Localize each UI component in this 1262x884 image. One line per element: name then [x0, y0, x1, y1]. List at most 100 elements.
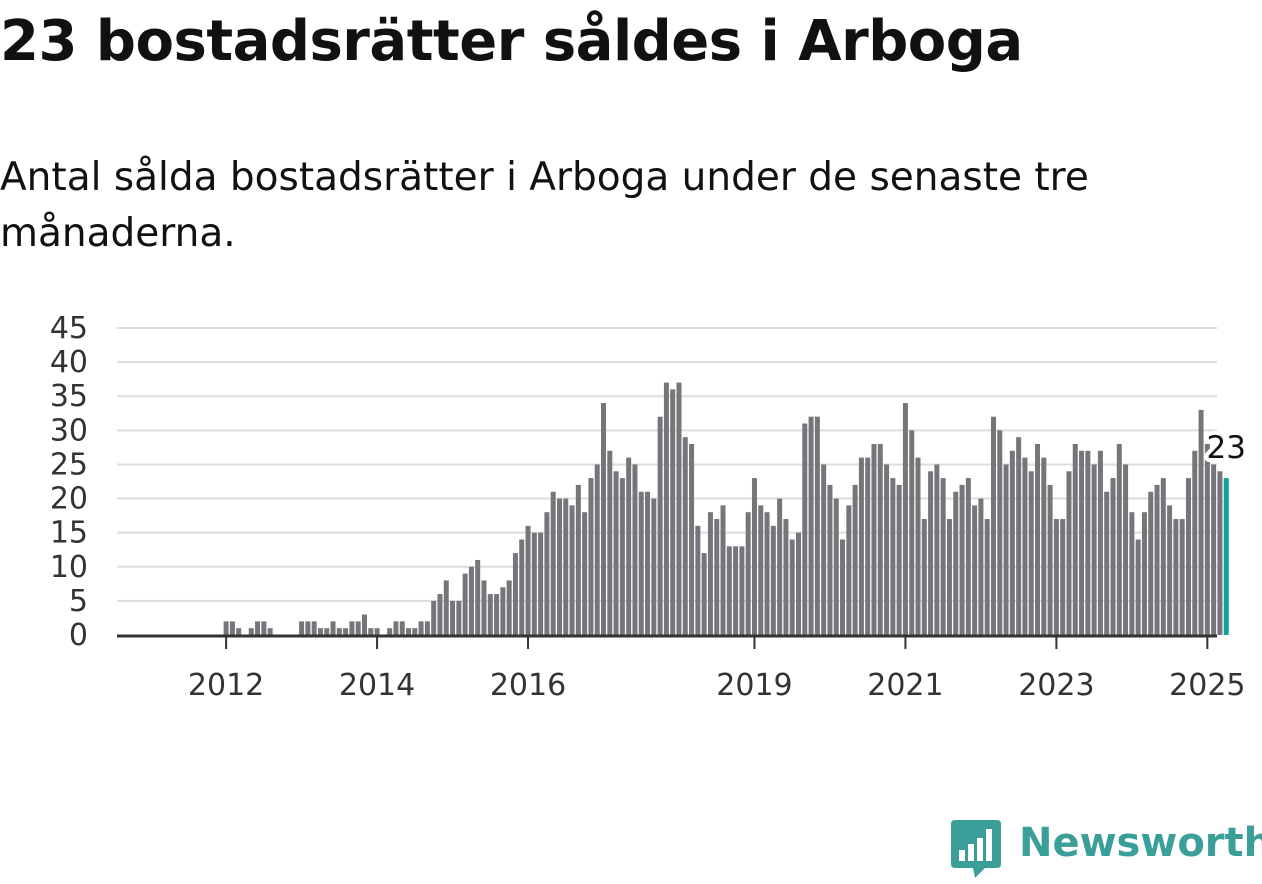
y-tick-label: 10	[50, 550, 88, 585]
bar	[487, 594, 493, 635]
bar	[946, 519, 952, 635]
bar	[626, 457, 632, 635]
y-tick-label: 15	[50, 516, 88, 551]
bar	[764, 512, 770, 635]
bar	[821, 464, 827, 635]
bar	[720, 505, 726, 635]
bar	[884, 464, 890, 635]
bar	[1148, 491, 1154, 635]
bar	[500, 587, 506, 635]
y-tick-label: 5	[69, 584, 88, 619]
bar	[443, 580, 449, 635]
bar	[959, 484, 965, 635]
bar	[1047, 484, 1053, 635]
bar	[1141, 512, 1147, 635]
bar	[890, 478, 896, 635]
y-tick-label: 0	[69, 618, 88, 653]
bar	[569, 505, 575, 635]
bar	[739, 546, 745, 635]
bar	[1204, 443, 1210, 635]
bar	[311, 621, 317, 635]
bar-highlighted	[1223, 478, 1229, 635]
bar	[399, 621, 405, 635]
bar	[267, 628, 273, 635]
bar	[1072, 443, 1078, 635]
bar	[1217, 471, 1223, 635]
bar	[789, 539, 795, 635]
bar	[827, 484, 833, 635]
bar	[940, 478, 946, 635]
bar	[953, 491, 959, 635]
bar	[538, 532, 544, 635]
bar	[796, 532, 801, 635]
y-tick-label: 20	[50, 482, 88, 517]
bar	[1091, 464, 1097, 635]
bar	[387, 628, 393, 635]
bar	[462, 573, 468, 635]
bar	[1028, 471, 1034, 635]
bar	[921, 519, 927, 635]
bar-chart-speech-bubble-icon	[951, 820, 1001, 878]
bar	[751, 478, 757, 635]
bar	[1079, 450, 1085, 635]
bar	[808, 416, 814, 635]
bar	[506, 580, 512, 635]
bar	[777, 498, 783, 635]
value-annotations: 23	[1202, 426, 1249, 470]
bar	[261, 621, 267, 635]
bar	[525, 525, 531, 635]
bar	[481, 580, 487, 635]
bar	[556, 498, 562, 635]
bar	[1173, 519, 1179, 635]
bar	[1003, 464, 1009, 635]
bar	[833, 498, 839, 635]
bar	[255, 621, 261, 635]
bar	[412, 628, 418, 635]
bar	[450, 600, 456, 635]
bar	[550, 491, 556, 635]
bar	[343, 628, 349, 635]
bar	[676, 382, 682, 635]
bar	[361, 614, 367, 635]
bar	[1167, 505, 1173, 635]
bar	[695, 525, 701, 635]
bar	[431, 600, 437, 635]
bar	[670, 389, 676, 635]
y-tick-label: 35	[50, 379, 88, 414]
bar	[1009, 450, 1015, 635]
bar	[909, 430, 915, 635]
x-axis-tick-labels: 2012 2014 2016 2019 2021 2023 2025	[188, 637, 1246, 703]
bar	[607, 450, 613, 635]
bar	[858, 457, 864, 635]
bar	[601, 403, 607, 635]
bar	[544, 512, 550, 635]
bar	[865, 457, 871, 635]
x-tick-label: 2016	[490, 668, 566, 703]
bar	[1060, 519, 1066, 635]
bar	[726, 546, 732, 635]
bar	[896, 484, 902, 635]
bar	[475, 559, 481, 635]
bar	[814, 416, 820, 635]
bar	[783, 519, 789, 635]
bar	[1085, 450, 1091, 635]
y-tick-label: 40	[50, 345, 88, 380]
bar	[223, 621, 229, 635]
bar	[802, 423, 808, 635]
bar	[355, 621, 361, 635]
bar	[368, 628, 374, 635]
bar	[1035, 443, 1041, 635]
bar	[682, 437, 688, 635]
x-tick-label: 2021	[867, 668, 943, 703]
bar	[745, 512, 751, 635]
bar	[418, 621, 424, 635]
bar	[689, 443, 695, 635]
bar	[1160, 478, 1166, 635]
bar	[1211, 464, 1217, 635]
bar	[1053, 519, 1059, 635]
bar	[1016, 437, 1022, 635]
bar	[1192, 450, 1198, 635]
bar	[707, 512, 713, 635]
bar	[871, 443, 877, 635]
